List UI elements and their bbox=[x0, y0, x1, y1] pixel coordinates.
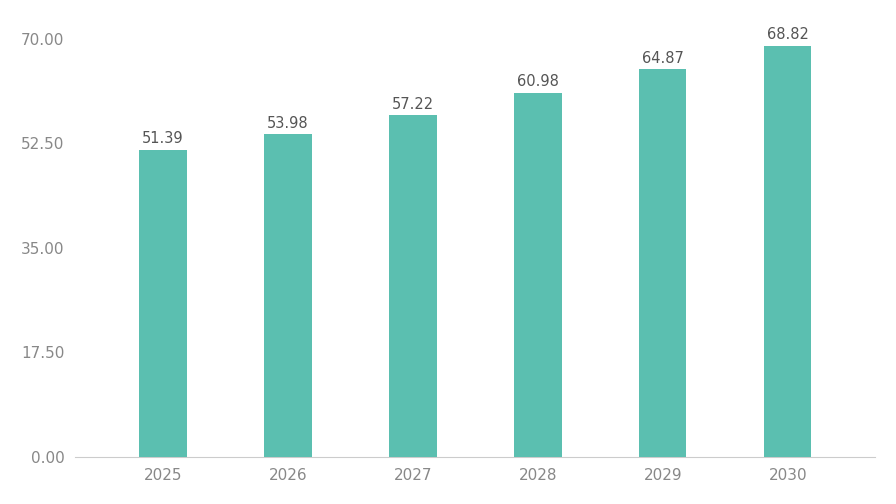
Text: 53.98: 53.98 bbox=[267, 116, 309, 131]
Text: 51.39: 51.39 bbox=[142, 132, 184, 146]
Text: 57.22: 57.22 bbox=[392, 97, 434, 111]
Text: 60.98: 60.98 bbox=[517, 74, 559, 89]
Bar bbox=[639, 70, 686, 457]
Bar bbox=[389, 115, 436, 457]
Text: 68.82: 68.82 bbox=[767, 27, 808, 42]
Bar bbox=[514, 93, 562, 457]
Bar bbox=[764, 46, 812, 457]
Bar bbox=[139, 150, 186, 457]
Bar bbox=[264, 135, 312, 457]
Text: 64.87: 64.87 bbox=[642, 51, 684, 66]
